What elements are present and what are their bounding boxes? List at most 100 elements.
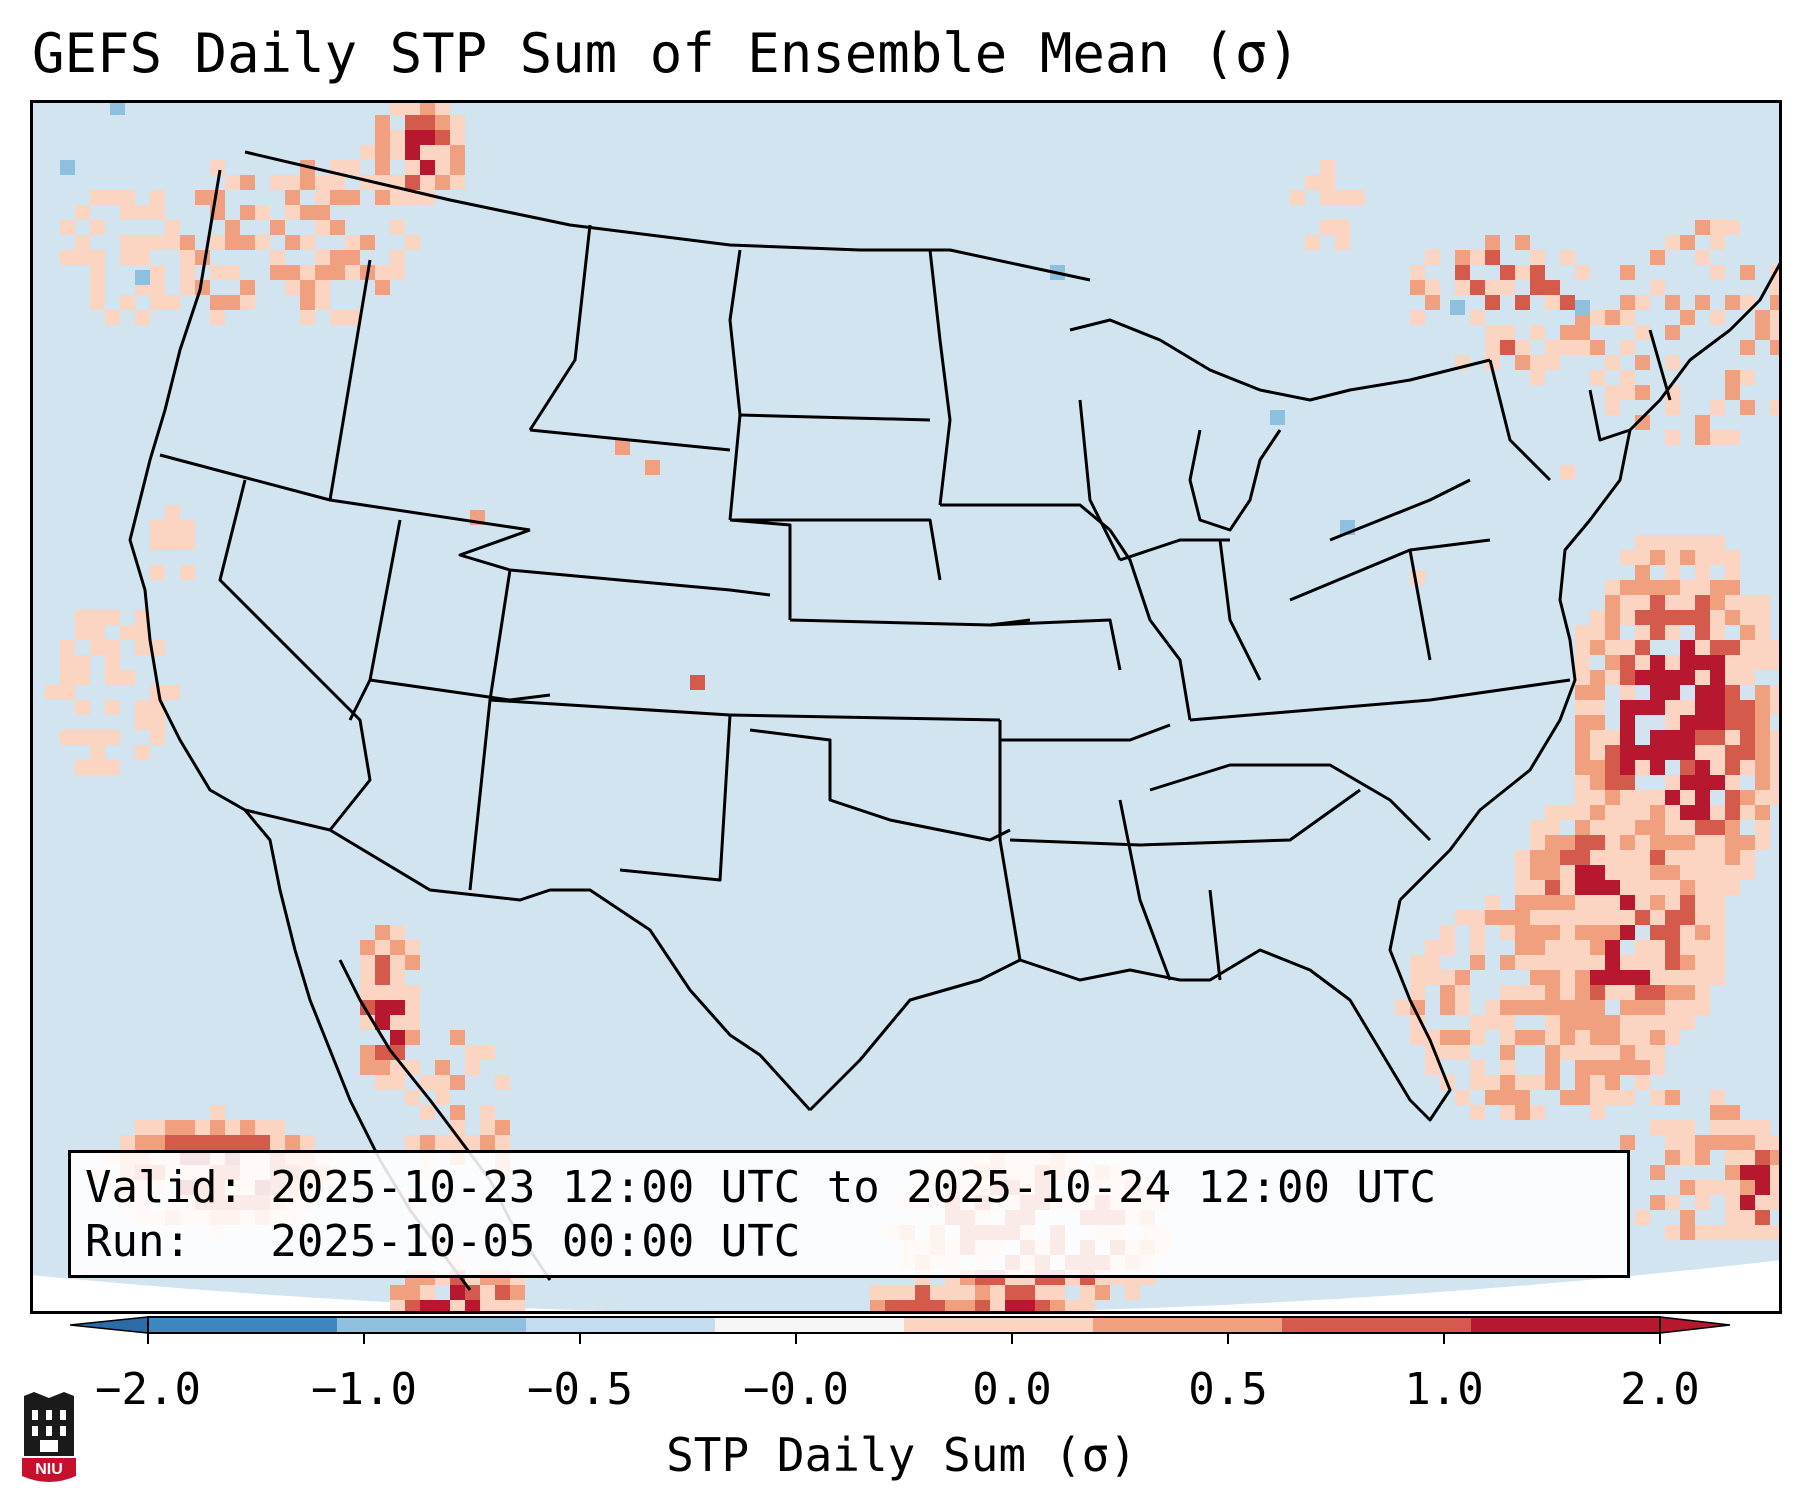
stp-cell [1620, 550, 1635, 565]
stp-cell [690, 675, 705, 690]
stp-cell [1725, 1150, 1740, 1165]
stp-cell [1620, 610, 1635, 625]
stp-cell [1530, 880, 1545, 895]
stp-cell [1650, 745, 1665, 760]
stp-cell [1665, 610, 1680, 625]
stp-cell [1485, 1075, 1500, 1090]
stp-cell [1605, 1015, 1620, 1030]
stp-cell [1665, 550, 1680, 565]
stp-cell [420, 1075, 435, 1090]
stp-cell [1620, 310, 1635, 325]
stp-cell [330, 265, 345, 280]
stp-cell [1620, 595, 1635, 610]
stp-cell [945, 1300, 960, 1314]
stp-cell [1530, 835, 1545, 850]
stp-cell [1575, 300, 1590, 315]
stp-cell [390, 265, 405, 280]
stp-cell [180, 1120, 195, 1135]
stp-cell [1560, 955, 1575, 970]
stp-cell [1740, 700, 1755, 715]
stp-cell [1515, 985, 1530, 1000]
stp-cell [375, 190, 390, 205]
stp-cell [1665, 1150, 1680, 1165]
stp-cell [1515, 265, 1530, 280]
stp-cell [1755, 310, 1770, 325]
stp-cell [1605, 310, 1620, 325]
stp-cell [1635, 790, 1650, 805]
stp-cell [465, 1135, 480, 1150]
stp-cell [105, 310, 120, 325]
stp-cell [1725, 700, 1740, 715]
stp-cell [210, 265, 225, 280]
stp-cell [255, 235, 270, 250]
stp-cell [285, 190, 300, 205]
colorbar-bins [148, 1317, 1661, 1333]
stp-cell [1620, 985, 1635, 1000]
stp-cell [1695, 760, 1710, 775]
stp-cell [1725, 865, 1740, 880]
stp-cell [375, 115, 390, 130]
stp-cell [1755, 700, 1770, 715]
stp-cell [405, 1030, 420, 1045]
stp-cell [495, 1135, 510, 1150]
stp-cell [1590, 895, 1605, 910]
stp-cell [1635, 760, 1650, 775]
stp-cell [345, 190, 360, 205]
stp-cell [1725, 610, 1740, 625]
stp-cell [1560, 940, 1575, 955]
stp-cell [1695, 1135, 1710, 1150]
stp-cell [1755, 790, 1770, 805]
stp-cell [1620, 895, 1635, 910]
colorbar-bin [1093, 1317, 1283, 1333]
stp-cell [1710, 640, 1725, 655]
stp-cell [1665, 940, 1680, 955]
stp-cell [1620, 580, 1635, 595]
stp-cell [165, 220, 180, 235]
stp-cell [1695, 745, 1710, 760]
stp-cell [1500, 1045, 1515, 1060]
stp-cell [1590, 370, 1605, 385]
stp-cell [255, 1135, 270, 1150]
stp-cell [1500, 1105, 1515, 1120]
stp-cell [1680, 1180, 1695, 1195]
stp-cell [1680, 595, 1695, 610]
stp-cell [1650, 1090, 1665, 1105]
stp-cell [1710, 730, 1725, 745]
stp-cell [465, 1300, 480, 1314]
stp-cell [1590, 985, 1605, 1000]
stp-cell [210, 310, 225, 325]
stp-cell [1710, 775, 1725, 790]
stp-cell [225, 265, 240, 280]
stp-cell [1755, 1165, 1770, 1180]
stp-cell [1755, 655, 1770, 670]
stp-cell [435, 1300, 450, 1314]
stp-cell [1455, 280, 1470, 295]
stp-cell [1725, 370, 1740, 385]
stp-cell [1650, 1195, 1665, 1210]
stp-cell [1710, 805, 1725, 820]
stp-cell [150, 715, 165, 730]
stp-cell [1695, 970, 1710, 985]
stp-cell [1725, 760, 1740, 775]
stp-cell [210, 295, 225, 310]
stp-cell [105, 610, 120, 625]
stp-cell [1635, 745, 1650, 760]
stp-cell [120, 250, 135, 265]
stp-cell [1545, 940, 1560, 955]
stp-cell [1725, 430, 1740, 445]
stp-cell [1590, 775, 1605, 790]
stp-cell [1545, 805, 1560, 820]
stp-cell [90, 610, 105, 625]
stp-cell [1485, 295, 1500, 310]
stp-cell [1680, 835, 1695, 850]
stp-cell [1560, 850, 1575, 865]
stp-cell [1740, 730, 1755, 745]
stp-cell [1455, 250, 1470, 265]
stp-cell [150, 565, 165, 580]
stp-cell [1695, 925, 1710, 940]
stp-cell [345, 310, 360, 325]
stp-cell [1410, 985, 1425, 1000]
stp-cell [1440, 1000, 1455, 1015]
stp-cell [945, 1285, 960, 1300]
stp-cell [150, 730, 165, 745]
